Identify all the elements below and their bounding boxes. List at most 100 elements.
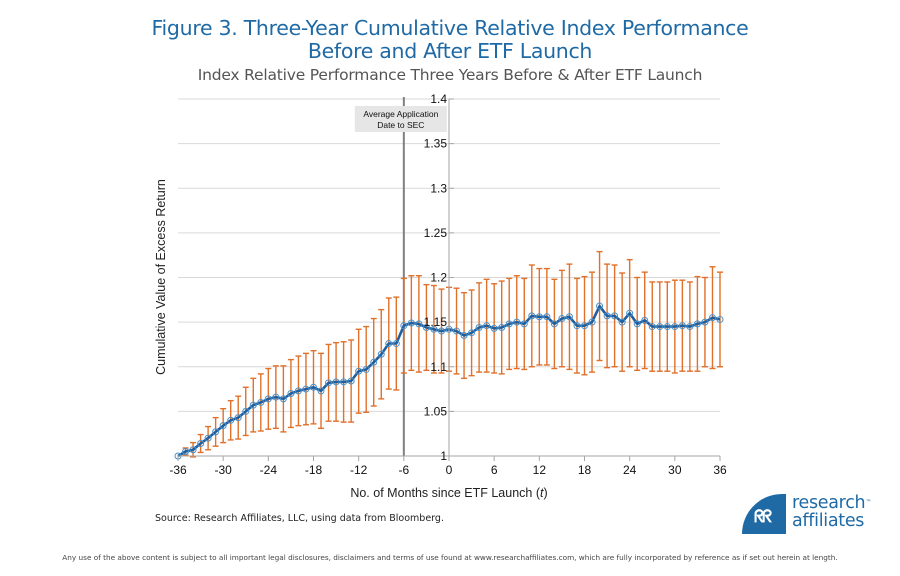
- x-tick-label: 18: [578, 463, 592, 477]
- data-point: [242, 407, 250, 415]
- data-point: [437, 327, 445, 335]
- data-point: [355, 367, 363, 375]
- axes: [177, 98, 721, 461]
- data-point: [460, 332, 468, 340]
- research-affiliates-logo: ᖇᖇ research™ affiliates: [742, 494, 892, 538]
- y-tick-label: 1.35: [424, 137, 448, 151]
- data-point: [490, 324, 498, 332]
- data-point: [618, 318, 626, 326]
- data-point: [483, 322, 491, 330]
- data-point: [385, 340, 393, 348]
- data-point: [325, 379, 333, 387]
- data-point: [565, 313, 573, 321]
- data-point: [377, 350, 385, 358]
- data-point: [468, 329, 476, 337]
- x-tick-label: 24: [623, 463, 637, 477]
- data-point: [558, 315, 566, 323]
- data-point: [678, 322, 686, 330]
- data-point: [633, 320, 641, 328]
- x-tick-label: -6: [398, 463, 409, 477]
- data-point: [370, 358, 378, 366]
- data-point: [535, 313, 543, 321]
- data-point: [581, 322, 588, 330]
- error-bar: [717, 271, 723, 368]
- data-point: [347, 377, 355, 385]
- data-point: [362, 365, 370, 373]
- x-tick-label: 6: [491, 463, 498, 477]
- data-point: [475, 323, 483, 331]
- annotation: Average Application Date to SEC: [354, 106, 447, 132]
- x-tick-label: 36: [713, 463, 727, 477]
- x-axis-title-end: ): [543, 486, 547, 500]
- data-point: [310, 383, 317, 391]
- x-tick-label: 12: [533, 463, 547, 477]
- x-tick-labels: -36 -30 -24 -18 -12 -6 0 6 12 18 24 30 36: [169, 463, 727, 477]
- data-point: [641, 316, 649, 324]
- y-tick-label: 1.1: [430, 360, 447, 374]
- logo-mark-icon: ᖇᖇ: [742, 494, 786, 534]
- chart-subtitle: Index Relative Performance Three Years B…: [197, 66, 703, 84]
- data-point: [573, 322, 581, 330]
- x-tick-label: -36: [169, 463, 187, 477]
- x-tick-label: -18: [305, 463, 323, 477]
- data-point: [272, 393, 280, 401]
- annotation-line1: Average Application: [363, 109, 438, 119]
- y-axis-title: Cumulative Value of Excess Return: [154, 179, 168, 375]
- data-point: [197, 440, 205, 448]
- data-point: [528, 312, 536, 320]
- data-point: [189, 446, 197, 454]
- data-point: [686, 323, 694, 331]
- annotation-line2: Date to SEC: [377, 120, 424, 130]
- data-point: [550, 320, 558, 328]
- data-point: [212, 428, 220, 436]
- data-point: [257, 398, 265, 406]
- data-point: [648, 323, 656, 331]
- data-point: [498, 323, 506, 331]
- y-tick-label: 1.15: [424, 315, 448, 329]
- data-point: [249, 401, 257, 409]
- data-point: [693, 320, 701, 328]
- data-point: [294, 387, 302, 395]
- x-axis-title: No. of Months since ETF Launch (t): [350, 486, 547, 500]
- logo-line1: research: [792, 493, 866, 513]
- y-tick-label: 1.05: [424, 404, 448, 418]
- data-point: [415, 320, 423, 328]
- data-point: [264, 395, 272, 403]
- x-axis-title-main: No. of Months since ETF Launch (: [350, 486, 541, 500]
- figure-title-line2: Before and After ETF Launch: [307, 39, 593, 63]
- error-bars: [182, 250, 723, 458]
- x-tick-label: -24: [260, 463, 278, 477]
- data-point: [663, 323, 671, 331]
- data-point: [453, 327, 461, 335]
- y-tick-label: 1.3: [430, 181, 447, 195]
- data-point: [716, 315, 724, 323]
- data-point: [626, 309, 634, 317]
- data-point: [701, 318, 709, 326]
- logo-line2: affiliates: [792, 511, 865, 531]
- data-point: [204, 434, 212, 442]
- data-point: [227, 416, 235, 424]
- data-point: [287, 390, 295, 398]
- x-tick-label: 0: [446, 463, 453, 477]
- figure-title: Figure 3. Three-Year Cumulative Relative…: [0, 17, 900, 63]
- data-point: [219, 422, 227, 430]
- data-point: [656, 323, 664, 331]
- source-note: Source: Research Affiliates, LLC, using …: [155, 513, 444, 524]
- data-point: [430, 325, 438, 333]
- data-point: [182, 448, 190, 456]
- data-point: [513, 318, 521, 326]
- y-tick-label: 1: [440, 449, 447, 463]
- data-point: [234, 414, 242, 422]
- data-point: [611, 312, 619, 320]
- data-point: [708, 314, 716, 322]
- data-point: [505, 320, 513, 328]
- data-point: [279, 395, 287, 403]
- annotation-box: [354, 106, 447, 132]
- data-point: [340, 378, 348, 386]
- data-point: [588, 318, 596, 326]
- data-point: [603, 312, 611, 320]
- data-point: [392, 340, 400, 348]
- data-point: [520, 320, 528, 328]
- data-point: [422, 323, 430, 331]
